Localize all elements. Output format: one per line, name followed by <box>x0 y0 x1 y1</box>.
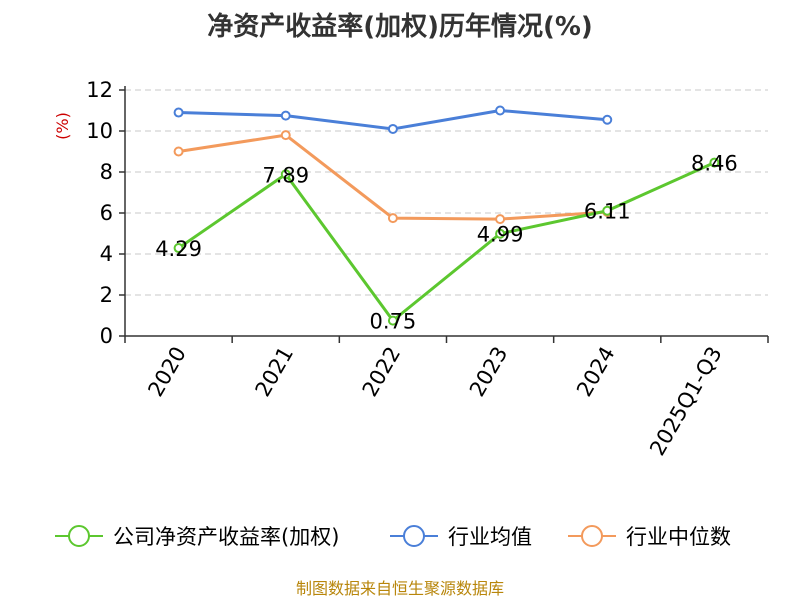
y-tick-label: 8 <box>100 160 113 184</box>
x-tick-label: 2025Q1-Q3 <box>645 343 727 460</box>
data-label: 8.46 <box>691 152 738 176</box>
data-label: 0.75 <box>370 310 417 334</box>
data-label: 4.99 <box>477 223 524 247</box>
data-point <box>495 214 506 225</box>
data-point <box>280 169 291 180</box>
source-note: 制图数据来自恒生聚源数据库 <box>296 579 504 598</box>
legend-label: 行业中位数 <box>626 525 731 549</box>
legend-marker <box>581 525 603 547</box>
y-tick-label: 0 <box>100 324 113 348</box>
chart-title: 净资产收益率(加权)历年情况(%) <box>207 11 593 42</box>
series-line <box>178 133 608 221</box>
legend-label: 公司净资产收益率(加权) <box>113 525 339 549</box>
data-label: 6.11 <box>584 200 631 224</box>
legend-marker <box>403 525 425 547</box>
data-labels: 4.29 7.89 0.75 4.99 6.11 8.46 <box>155 152 738 334</box>
series-line <box>177 161 716 323</box>
x-tick-label: 2022 <box>358 343 406 401</box>
data-point <box>173 243 184 254</box>
y-tick-label: 10 <box>86 119 113 143</box>
y-tick-label: 6 <box>100 201 113 225</box>
data-label: 7.89 <box>262 163 309 187</box>
x-tick-label: 2024 <box>572 343 620 401</box>
legend: 公司净资产收益率(加权) 行业均值 行业中位数 <box>55 525 731 549</box>
y-tick-label: 2 <box>100 283 113 307</box>
data-point <box>602 114 613 125</box>
data-point <box>495 105 506 116</box>
y-tick-label: 12 <box>86 78 113 102</box>
legend-marker <box>68 525 90 547</box>
data-point <box>173 107 184 118</box>
y-axis-label: (%) <box>53 112 72 140</box>
data-label: 4.29 <box>155 237 202 261</box>
axes: 0 2 4 6 8 10 12 2020 2021 2022 2023 2024 2025Q1-Q3 <box>86 78 769 460</box>
series-lines <box>173 105 720 326</box>
legend-label: 行业均值 <box>448 525 532 549</box>
data-point <box>387 213 398 224</box>
data-point <box>280 130 291 141</box>
x-tick-label: 2020 <box>143 343 191 401</box>
y-tick-label: 4 <box>100 242 113 266</box>
x-tick-label: 2021 <box>251 343 299 401</box>
data-point <box>709 157 720 168</box>
data-point <box>602 205 613 216</box>
gridlines <box>125 89 768 296</box>
data-point <box>387 315 398 326</box>
data-point <box>495 228 506 239</box>
data-point <box>173 146 184 157</box>
data-point <box>387 123 398 134</box>
data-point <box>280 110 291 121</box>
x-tick-label: 2023 <box>465 343 513 401</box>
